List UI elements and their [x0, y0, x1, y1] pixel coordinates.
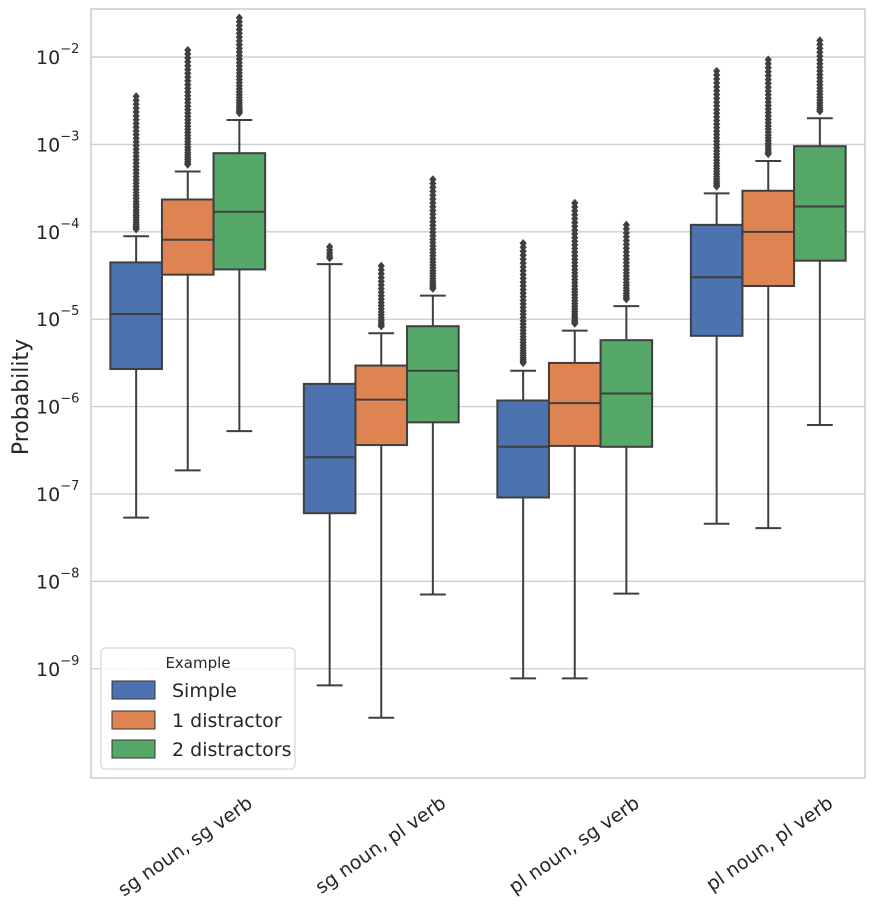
box-2-distractors-pl-noun-sg-verb [599, 220, 654, 595]
y-tick-label-1e-7: 10−7 [36, 479, 79, 506]
outlier-point [132, 92, 140, 101]
plot-frame [90, 8, 866, 779]
box-simple-sg-noun-sg-verb [109, 92, 163, 519]
outlier-point [377, 261, 385, 271]
legend-label-1-distractor: 1 distractor [172, 710, 282, 732]
iqr-box [109, 261, 163, 371]
iqr-box [793, 145, 847, 262]
box-simple-pl-noun-sg-verb [496, 238, 550, 680]
y-tick-label-1e-2: 10−2 [36, 42, 79, 69]
box-simple-sg-noun-pl-verb [302, 242, 357, 687]
y-tick-label-1e-6: 10−6 [36, 392, 79, 419]
box-2-distractors-sg-noun-sg-verb [212, 13, 267, 433]
outlier-point [519, 238, 527, 248]
legend-label-2-distractors: 2 distractors [172, 739, 292, 761]
legend-swatch-1-distractor [111, 710, 156, 730]
legend-item-1-distractor[interactable]: 1 distractor [111, 710, 282, 732]
outlier-point [429, 175, 437, 184]
y-tick-label-1e-3: 10−3 [36, 129, 79, 156]
legend-swatch-2-distractors [111, 739, 156, 759]
outliers [132, 92, 140, 234]
iqr-box [160, 198, 215, 276]
outlier-point [184, 45, 192, 55]
y-axis-title: Probability [9, 339, 34, 455]
legend-item-simple[interactable]: Simple [111, 680, 237, 702]
outlier-point [816, 36, 824, 45]
y-tick-label-1e-4: 10−4 [36, 217, 79, 244]
outliers [764, 55, 772, 159]
y-tick-label-1e-8: 10−8 [36, 566, 79, 593]
iqr-box [406, 325, 460, 424]
y-tick-label-1e-5: 10−5 [36, 304, 79, 331]
iqr-box [689, 223, 744, 337]
y-tick-label-1e-9: 10−9 [36, 654, 79, 681]
outliers [519, 238, 527, 368]
outlier-point [326, 242, 334, 251]
outlier-point [571, 198, 579, 208]
legend-swatch-simple [111, 680, 156, 700]
outliers [326, 242, 334, 263]
iqr-box [547, 361, 602, 447]
outliers [571, 198, 579, 328]
outlier-point [713, 66, 721, 76]
outlier-point [764, 55, 772, 64]
box-1-distractor-sg-noun-pl-verb [354, 261, 409, 719]
iqr-box [302, 382, 357, 515]
outliers [377, 261, 385, 331]
outliers [622, 220, 630, 304]
y-tick-labels: 10−9 10−8 10−7 10−6 10−5 10−4 10−3 10−2 [36, 42, 79, 681]
outliers [184, 45, 192, 169]
legend-frame [100, 647, 296, 770]
iqr-box [741, 189, 796, 288]
legend[interactable]: Example Simple 1 distractor 2 distractor… [100, 647, 296, 770]
outlier-point [622, 220, 630, 230]
outliers [429, 175, 437, 293]
outliers [816, 36, 824, 116]
outlier-point [235, 13, 243, 22]
box-2-distractors-sg-noun-pl-verb [406, 175, 460, 596]
box-2-distractors-pl-noun-pl-verb [793, 36, 847, 426]
iqr-box [354, 364, 409, 447]
legend-item-2-distractors[interactable]: 2 distractors [111, 739, 292, 761]
box-1-distractor-pl-noun-sg-verb [547, 198, 602, 680]
boxes [109, 13, 847, 719]
iqr-box [496, 399, 550, 499]
legend-label-simple: Simple [172, 680, 237, 702]
box-1-distractor-pl-noun-pl-verb [741, 55, 796, 530]
outliers [713, 66, 721, 191]
outliers [235, 13, 243, 118]
legend-title: Example [165, 654, 230, 672]
